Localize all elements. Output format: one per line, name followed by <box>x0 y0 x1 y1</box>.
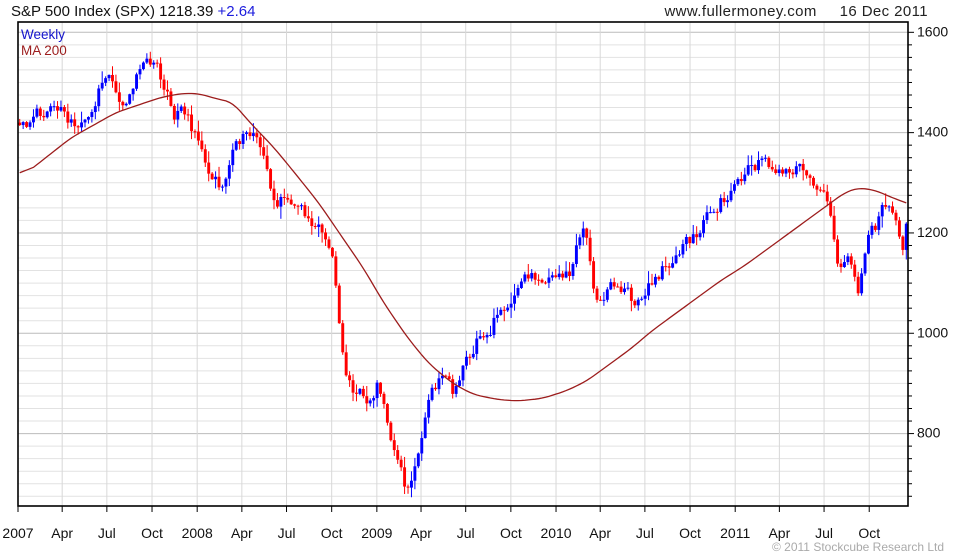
svg-text:800: 800 <box>917 425 941 441</box>
svg-text:2007: 2007 <box>2 525 33 541</box>
svg-text:Jul: Jul <box>636 525 654 541</box>
svg-text:Oct: Oct <box>321 525 343 541</box>
svg-text:1200: 1200 <box>917 224 948 240</box>
svg-text:Jul: Jul <box>98 525 116 541</box>
svg-text:2008: 2008 <box>182 525 213 541</box>
svg-text:MA 200: MA 200 <box>21 43 67 58</box>
svg-text:Oct: Oct <box>500 525 522 541</box>
svg-text:Jul: Jul <box>815 525 833 541</box>
svg-text:Apr: Apr <box>51 525 73 541</box>
svg-text:1400: 1400 <box>917 124 948 140</box>
svg-text:Oct: Oct <box>679 525 701 541</box>
svg-text:Apr: Apr <box>410 525 432 541</box>
svg-text:Oct: Oct <box>858 525 880 541</box>
svg-text:Apr: Apr <box>589 525 611 541</box>
svg-text:Apr: Apr <box>768 525 790 541</box>
svg-text:Apr: Apr <box>231 525 253 541</box>
svg-text:2011: 2011 <box>720 525 750 541</box>
svg-text:Jul: Jul <box>457 525 475 541</box>
svg-text:Weekly: Weekly <box>21 27 65 42</box>
svg-text:1600: 1600 <box>917 23 948 39</box>
svg-text:Jul: Jul <box>278 525 296 541</box>
svg-text:Oct: Oct <box>141 525 163 541</box>
svg-text:2009: 2009 <box>361 525 392 541</box>
svg-text:© 2011 Stockcube Research Ltd: © 2011 Stockcube Research Ltd <box>772 540 944 554</box>
svg-text:2010: 2010 <box>540 525 571 541</box>
svg-text:1000: 1000 <box>917 324 948 340</box>
